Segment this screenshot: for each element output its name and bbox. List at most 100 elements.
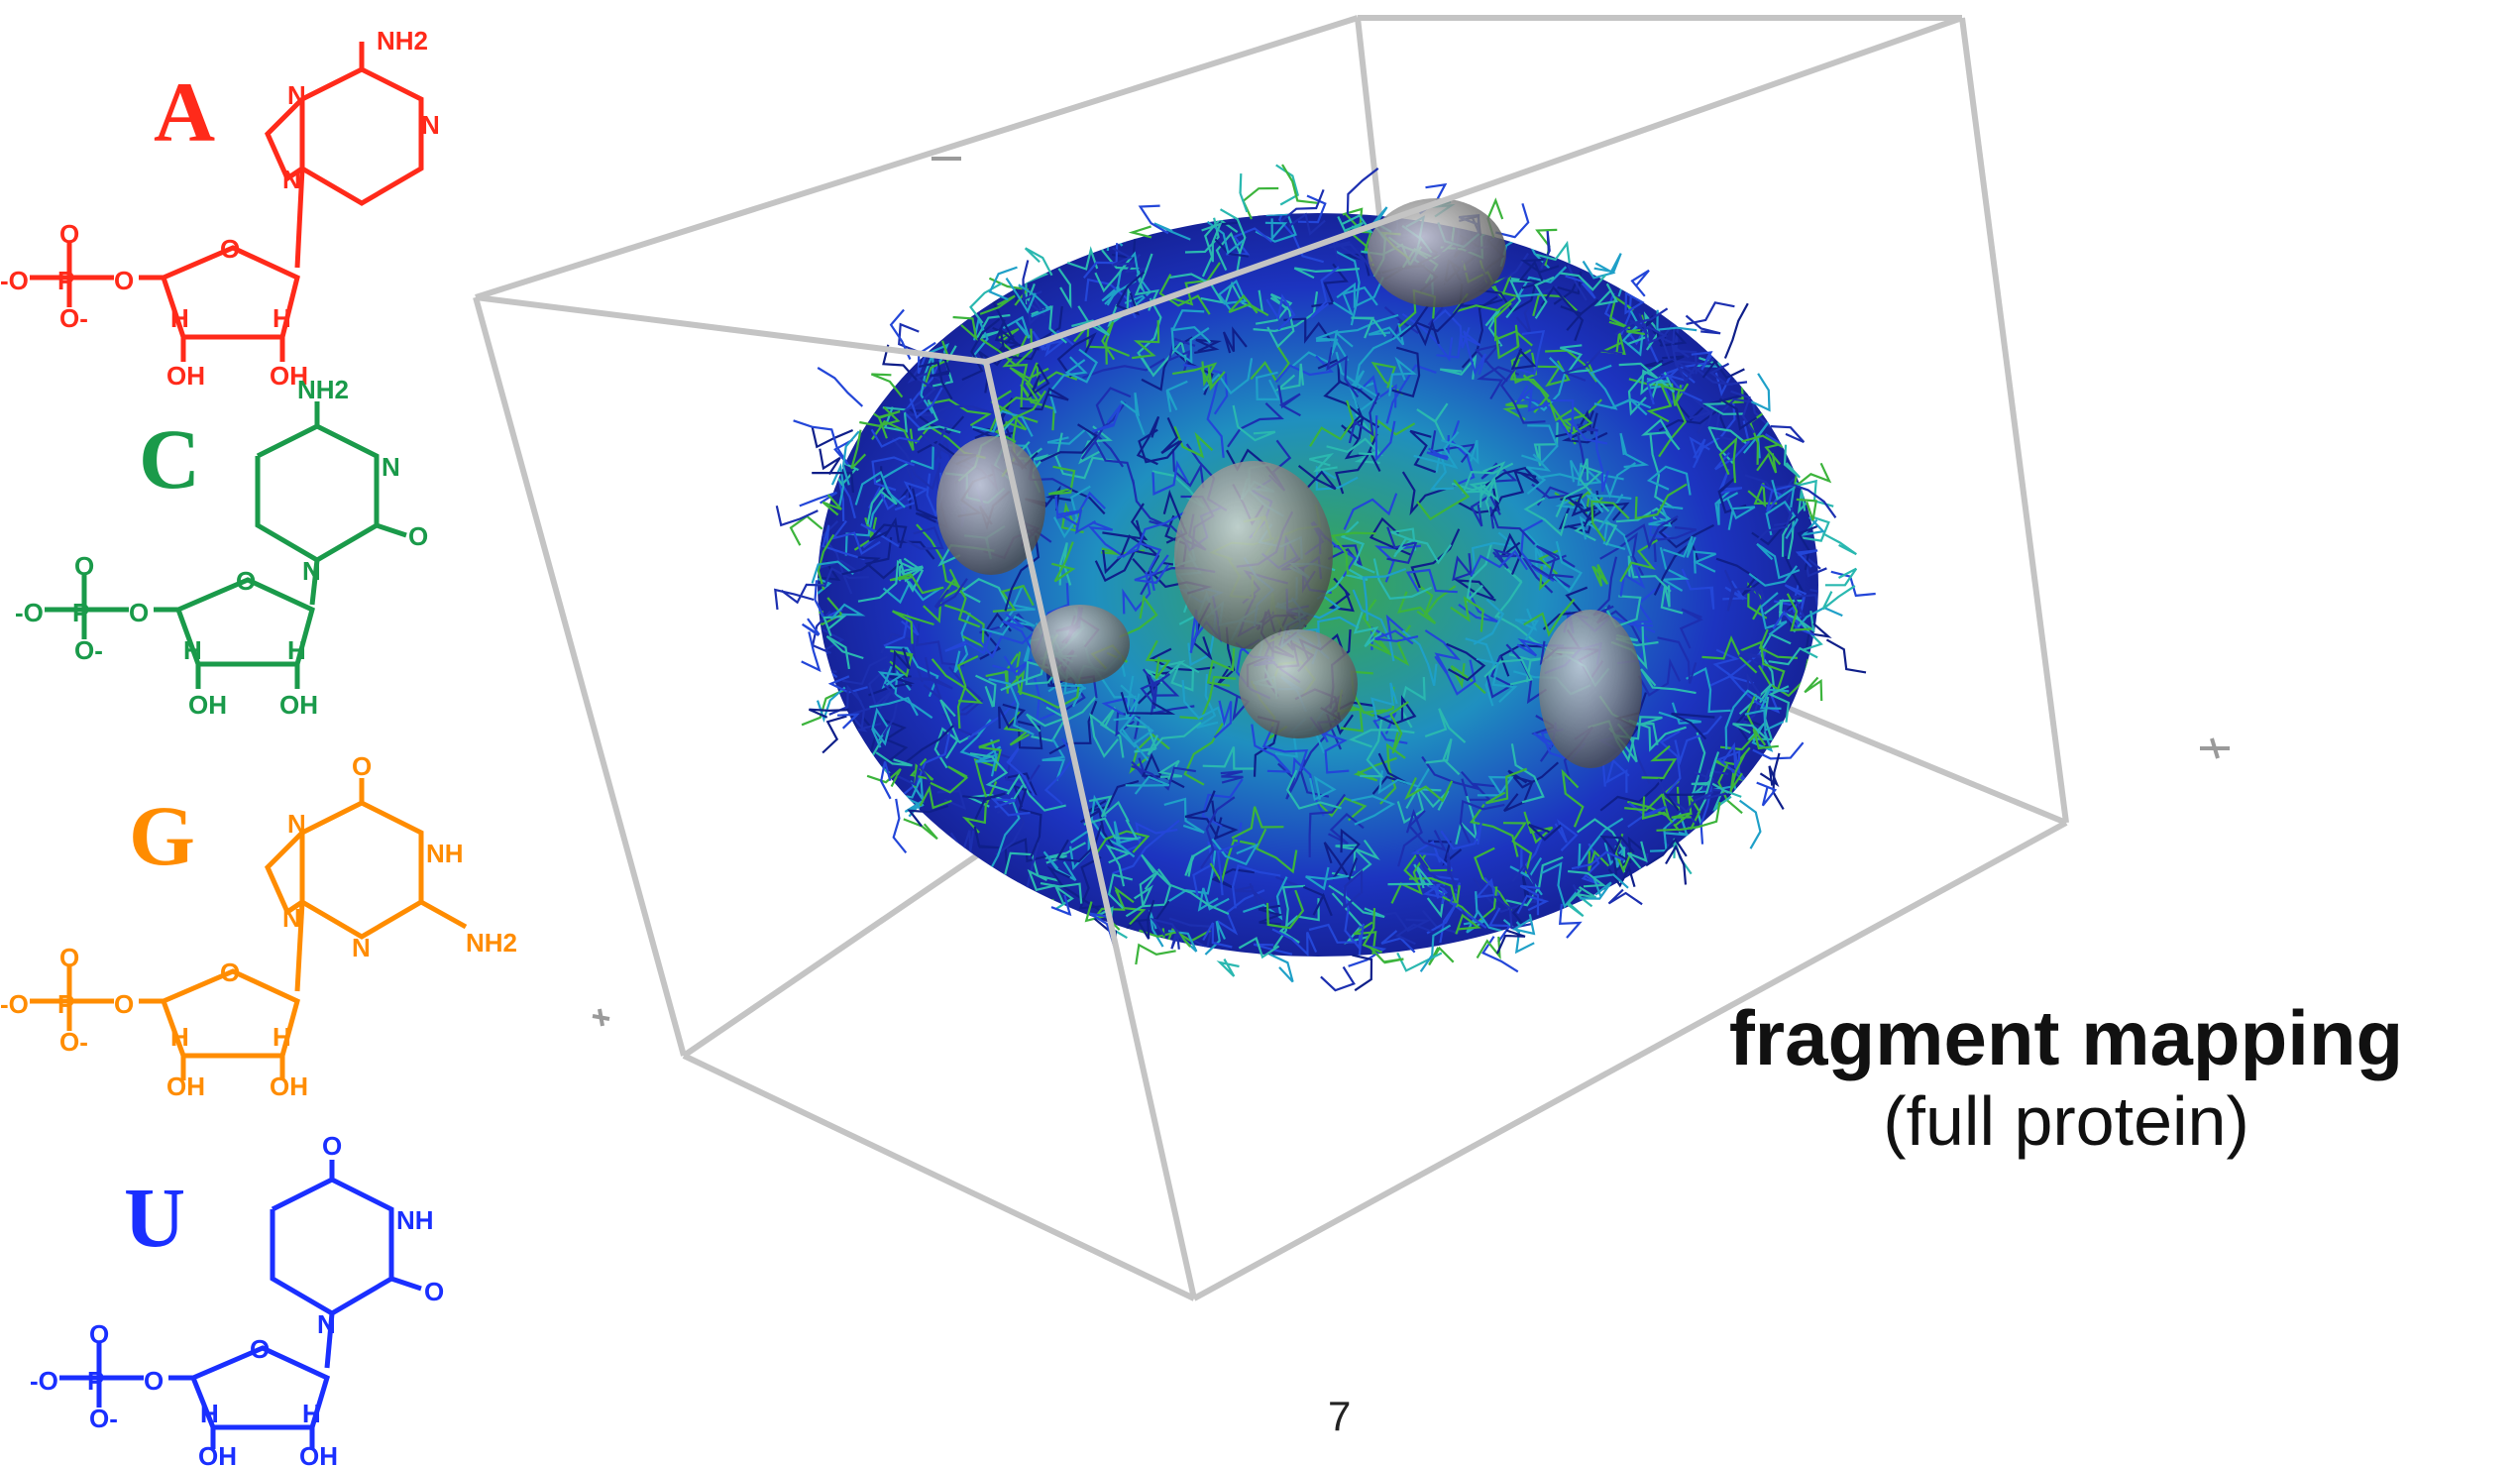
mesh-strand bbox=[1138, 428, 1183, 464]
mesh-strand bbox=[1372, 558, 1433, 601]
label-hydroxyl: OH bbox=[279, 690, 318, 720]
mesh-strand bbox=[977, 627, 1040, 659]
mesh-strand bbox=[1388, 701, 1409, 754]
mesh-strand bbox=[1256, 371, 1281, 401]
mesh-strand bbox=[1512, 330, 1546, 376]
mesh-strand bbox=[1629, 312, 1649, 335]
mesh-strand bbox=[1048, 356, 1088, 414]
mesh-strand bbox=[1588, 849, 1610, 871]
mesh-strand bbox=[1701, 634, 1758, 674]
mesh-strand bbox=[833, 438, 853, 466]
mesh-strand bbox=[1088, 795, 1130, 823]
mesh-strand bbox=[871, 419, 915, 451]
mesh-strand bbox=[1192, 841, 1229, 897]
mesh-strand bbox=[1277, 758, 1306, 800]
mesh-strand bbox=[903, 358, 942, 429]
mesh-strand bbox=[1409, 429, 1437, 474]
label-oxygen: O bbox=[59, 943, 79, 972]
mesh-strand bbox=[1349, 370, 1375, 409]
mesh-strand bbox=[1626, 311, 1661, 351]
mesh-strand bbox=[988, 677, 1035, 736]
mesh-strand bbox=[1722, 580, 1749, 601]
label-o-minus: O- bbox=[59, 1027, 88, 1057]
mesh-strand bbox=[1523, 529, 1547, 570]
mesh-strand bbox=[1042, 850, 1077, 882]
mesh-strand bbox=[1534, 276, 1555, 319]
mesh-strand bbox=[904, 800, 925, 818]
mesh-strand bbox=[1608, 295, 1634, 330]
mesh-strand bbox=[1413, 430, 1460, 470]
label-ring-n: N bbox=[382, 452, 400, 482]
mesh-strand bbox=[1266, 296, 1295, 349]
mesh-strand bbox=[1565, 275, 1596, 299]
mesh-strand bbox=[1055, 825, 1103, 863]
mesh-strand bbox=[1231, 863, 1281, 909]
mesh-strand bbox=[1424, 629, 1462, 674]
mesh-strand bbox=[1410, 840, 1454, 870]
mesh-strand bbox=[1173, 425, 1214, 459]
mesh-strand bbox=[1078, 425, 1113, 465]
mesh-strand bbox=[1516, 894, 1550, 915]
mesh-strand bbox=[1630, 269, 1650, 297]
mesh-strand bbox=[1793, 606, 1843, 633]
mesh-strand bbox=[939, 699, 959, 759]
mesh-strand bbox=[1455, 913, 1481, 935]
mesh-strand bbox=[1801, 515, 1826, 537]
mesh-strand bbox=[1251, 724, 1292, 773]
mesh-strand bbox=[1170, 326, 1210, 365]
mesh-strand bbox=[1265, 889, 1305, 930]
mesh-strand bbox=[1308, 923, 1358, 944]
mesh-strand bbox=[1101, 285, 1122, 306]
mesh-strand bbox=[793, 419, 838, 449]
mesh-strand bbox=[1113, 716, 1154, 761]
mesh-strand bbox=[1172, 361, 1218, 388]
mesh-strand bbox=[975, 313, 1011, 341]
label-hydrogen: H bbox=[287, 635, 306, 665]
mesh-strand bbox=[1351, 923, 1365, 957]
mesh-strand bbox=[1510, 348, 1537, 371]
mesh-strand bbox=[1112, 819, 1180, 875]
mesh-strand bbox=[1671, 343, 1693, 379]
mesh-strand bbox=[1748, 565, 1799, 587]
mesh-strand bbox=[854, 470, 906, 508]
mesh-strand bbox=[1202, 358, 1254, 395]
mesh-strand bbox=[1064, 348, 1099, 384]
mesh-strand bbox=[1795, 549, 1818, 568]
mesh-strand bbox=[1708, 362, 1748, 387]
mesh-strand bbox=[1206, 220, 1245, 255]
mesh-strand bbox=[978, 738, 1002, 772]
mesh-strand bbox=[892, 798, 908, 853]
label-oxygen: O bbox=[220, 234, 240, 264]
mesh-strand bbox=[1004, 535, 1041, 612]
mesh-strand bbox=[841, 655, 889, 686]
mesh-strand bbox=[1821, 585, 1856, 611]
mesh-strand bbox=[1425, 738, 1461, 776]
mesh-strand bbox=[830, 463, 845, 507]
mesh-strand bbox=[1362, 908, 1383, 954]
mesh-strand bbox=[1053, 883, 1074, 911]
mesh-strand bbox=[1335, 839, 1380, 860]
mesh-strand bbox=[1561, 768, 1585, 828]
mesh-strand bbox=[1272, 884, 1306, 950]
mesh-strand bbox=[1726, 498, 1756, 530]
mesh-strand bbox=[1656, 309, 1698, 332]
mesh-strand bbox=[1756, 452, 1778, 474]
mesh-strand bbox=[1528, 823, 1562, 842]
mesh-strand bbox=[1626, 841, 1648, 869]
mesh-strand bbox=[1394, 923, 1433, 946]
mesh-strand bbox=[1239, 173, 1249, 213]
mesh-strand bbox=[1436, 330, 1481, 359]
mesh-strand bbox=[822, 715, 847, 754]
label-hydrogen: H bbox=[273, 303, 291, 333]
mesh-strand bbox=[1088, 520, 1125, 558]
mesh-strand bbox=[1280, 188, 1325, 223]
mesh-strand bbox=[1232, 404, 1276, 442]
mesh-strand bbox=[1006, 743, 1036, 797]
mesh-strand bbox=[1772, 752, 1785, 810]
mesh-strand bbox=[909, 387, 943, 419]
label-oxygen: O bbox=[89, 1319, 109, 1349]
mesh-strand bbox=[1619, 432, 1650, 469]
mesh-strand bbox=[1114, 889, 1147, 926]
mesh-strand bbox=[1137, 297, 1162, 373]
